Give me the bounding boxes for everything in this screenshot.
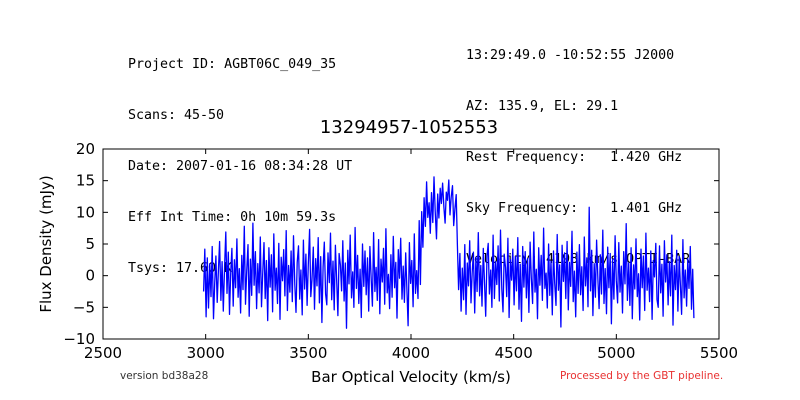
int-time-text: Eff Int Time: 0h 10m 59.3s xyxy=(128,210,337,225)
project-id-text: Project ID: AGBT06C_049_35 xyxy=(128,57,337,72)
observation-info-left: Project ID: AGBT06C_049_35 Scans: 45-50 … xyxy=(128,22,352,311)
date-text: Date: 2007-01-16 08:34:28 UT xyxy=(128,159,353,174)
coordinates-text: 13:29:49.0 -10:52:55 J2000 xyxy=(466,48,675,63)
y-tick-label: 15 xyxy=(76,172,95,190)
y-tick-label: 10 xyxy=(76,203,95,221)
x-tick-label: 4000 xyxy=(392,344,430,362)
x-tick-label: 5000 xyxy=(597,344,635,362)
scans-text: Scans: 45-50 xyxy=(128,108,225,123)
x-axis-label: Bar Optical Velocity (km/s) xyxy=(311,368,511,386)
rest-frequency-text: Rest Frequency: 1.420 GHz xyxy=(466,150,683,165)
y-axis-ticks: −10 −5 0 5 10 15 20 xyxy=(63,140,719,348)
plot-frame xyxy=(102,148,720,340)
x-tick-label: 2500 xyxy=(84,344,122,362)
pipeline-label: Processed by the GBT pipeline. xyxy=(560,370,724,382)
az-el-text: AZ: 135.9, EL: 29.1 xyxy=(466,99,619,114)
y-tick-label: 5 xyxy=(85,235,95,253)
sky-frequency-text: Sky Frequency: 1.401 GHz xyxy=(466,201,683,216)
x-tick-label: 4500 xyxy=(495,344,533,362)
x-tick-label: 3500 xyxy=(289,344,327,362)
y-tick-label: 0 xyxy=(85,267,95,285)
y-tick-label: −5 xyxy=(73,298,95,316)
y-axis-label: Flux Density (mJy) xyxy=(37,175,55,312)
chart-title: 13294957-1052553 xyxy=(320,117,498,138)
spectrum-series-line xyxy=(202,176,695,329)
x-axis-ticks: 2500 3000 3500 4000 4500 5000 5500 xyxy=(84,149,738,362)
x-tick-label: 3000 xyxy=(187,344,225,362)
y-tick-label: 20 xyxy=(76,140,95,158)
version-label: version bd38a28 xyxy=(120,370,209,382)
y-tick-label: −10 xyxy=(63,330,95,348)
observation-info-right: 13:29:49.0 -10:52:55 J2000 AZ: 135.9, EL… xyxy=(466,13,690,302)
x-tick-label: 5500 xyxy=(700,344,738,362)
